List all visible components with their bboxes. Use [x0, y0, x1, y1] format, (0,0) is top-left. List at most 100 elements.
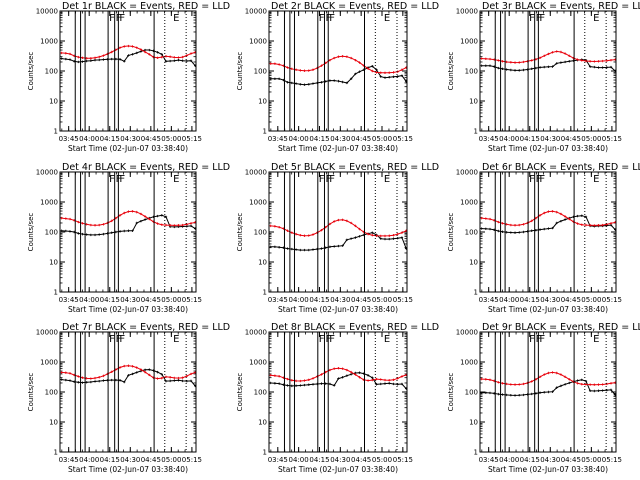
series-lld-point: [518, 61, 521, 64]
series-lld-point: [505, 382, 508, 386]
series-lld-point: [303, 69, 306, 72]
series-lld-point: [286, 377, 289, 381]
flag-f: F: [536, 174, 542, 185]
series-lld-point: [501, 382, 504, 385]
series-lld-point: [522, 382, 525, 386]
series-lld-point: [156, 56, 159, 60]
series-lld-point: [181, 55, 184, 59]
series-lld-point: [143, 215, 147, 218]
series-events-point: [480, 64, 483, 67]
y-tick-label: 10000: [36, 8, 58, 16]
plot-frame: [268, 171, 408, 293]
y-tick-label: 10: [469, 259, 478, 267]
series-lld-point: [173, 56, 176, 59]
series-lld-point: [584, 383, 588, 386]
series-lld-point: [135, 46, 138, 49]
x-tick-label: 05:15: [393, 135, 413, 143]
series-events-point: [89, 59, 93, 62]
series-events-point: [77, 232, 80, 235]
series-lld-point: [177, 376, 180, 380]
flag-f: F: [529, 174, 535, 185]
series-lld-point: [354, 58, 357, 62]
series-events-point: [538, 228, 542, 231]
series-events-point: [68, 379, 72, 382]
x-tick-label: 05:00: [372, 456, 392, 464]
y-tick-label: 10: [469, 98, 478, 106]
y-tick-label: 1: [474, 128, 478, 136]
series-lld-point: [311, 377, 315, 380]
series-events-point: [551, 65, 554, 68]
series-events-point: [277, 382, 281, 385]
y-tick-label: 1: [474, 449, 478, 457]
series-events-point: [173, 379, 176, 382]
x-tick-label: 05:15: [182, 296, 202, 304]
series-lld-point: [605, 59, 609, 62]
x-tick-label: 04:45: [141, 296, 161, 304]
series-events-point: [273, 382, 277, 385]
series-events-point: [311, 383, 315, 386]
series-events-point: [349, 77, 353, 80]
series-lld-point: [555, 50, 558, 53]
series-lld-point: [60, 51, 63, 55]
series-lld-point: [543, 373, 546, 376]
series-lld-point: [110, 370, 113, 374]
flag-f: F: [116, 334, 122, 345]
series-events-point: [563, 383, 567, 386]
series-lld-point: [568, 217, 571, 221]
series-lld-point: [189, 222, 193, 225]
series-lld-point: [148, 217, 151, 221]
series-events-line: [270, 232, 407, 251]
x-axis-title: Start Time (02-Jun-07 03:38:40): [68, 305, 188, 314]
series-events-point: [400, 74, 404, 77]
y-tick-label: 10000: [245, 8, 267, 16]
series-lld-point: [127, 210, 130, 213]
series-lld-point: [307, 378, 310, 382]
y-tick-label: 1: [54, 289, 58, 297]
series-lld-point: [89, 223, 93, 227]
series-events-point: [118, 230, 122, 233]
y-axis-title: Counts/sec: [236, 213, 244, 252]
series-events-point: [97, 58, 101, 62]
x-tick-label: 03:45: [268, 456, 288, 464]
series-events-point: [505, 393, 508, 397]
series-events-point: [311, 248, 315, 251]
x-tick-label: 04:45: [351, 456, 371, 464]
series-events-point: [530, 67, 533, 71]
series-events-point: [123, 380, 126, 384]
y-tick-label: 100: [465, 229, 478, 237]
series-events-point: [345, 238, 349, 241]
flag-f: F: [319, 174, 325, 185]
series-lld-point: [354, 224, 357, 228]
series-events-point: [588, 65, 592, 68]
series-lld-point: [118, 366, 122, 369]
series-events-point: [559, 219, 563, 223]
series-events-point: [580, 214, 583, 217]
series-events-point: [551, 390, 554, 393]
series-events-point: [168, 59, 172, 63]
series-events-point: [568, 60, 571, 63]
series-events-point: [127, 374, 130, 377]
series-events-point: [509, 231, 513, 234]
x-axis-title: Start Time (02-Jun-07 03:38:40): [278, 144, 398, 153]
x-axis-title: Start Time (02-Jun-07 03:38:40): [278, 465, 398, 474]
series-lld-point: [341, 218, 344, 222]
series-events-point: [509, 394, 513, 397]
series-lld-point: [139, 48, 143, 51]
series-lld-point: [341, 367, 344, 370]
x-tick-label: 04:15: [100, 296, 120, 304]
series-lld-point: [555, 210, 558, 214]
series-lld-point: [559, 212, 563, 216]
flag-f: F: [329, 334, 335, 345]
series-events-point: [181, 379, 184, 383]
series-events-point: [181, 59, 184, 62]
series-events-point: [337, 79, 340, 83]
series-events-point: [392, 382, 395, 386]
series-events-point: [102, 379, 105, 382]
x-tick-label: 04:15: [100, 456, 120, 464]
series-lld-point: [290, 67, 294, 71]
flag-e: E: [593, 174, 599, 185]
series-lld-point: [563, 215, 567, 218]
series-events-point: [513, 231, 517, 234]
flag-f: F: [329, 13, 335, 24]
series-lld-point: [81, 222, 84, 225]
